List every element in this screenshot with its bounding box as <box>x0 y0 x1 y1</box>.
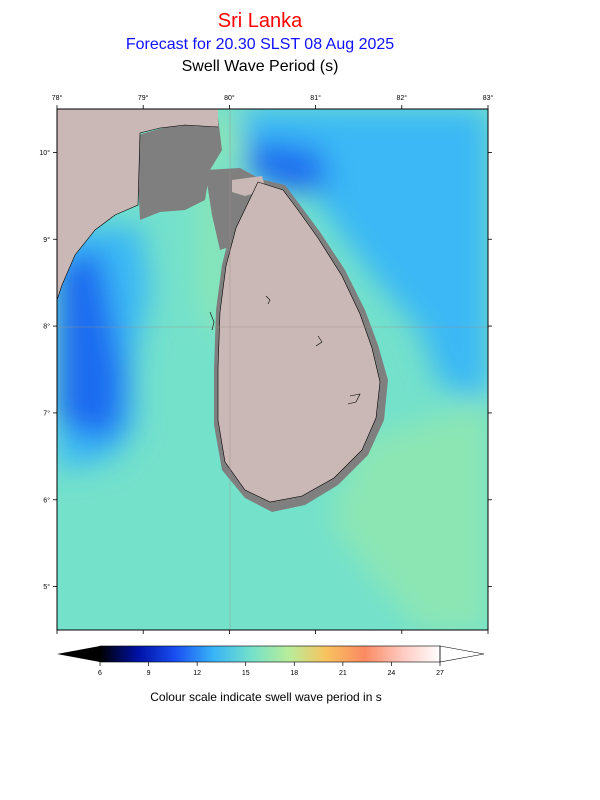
colorbar-tick-label: 15 <box>242 670 250 677</box>
lat-tick-label: 9° <box>43 236 50 244</box>
lon-tick-label: 82° <box>397 94 408 102</box>
reservoir-north <box>265 295 271 305</box>
colorbar-ticks: 6 9 12 15 18 21 24 27 <box>98 662 444 677</box>
india-coastline <box>57 124 219 301</box>
lon-tick-label: 83° <box>483 94 494 102</box>
colorbar-under-arrow <box>57 646 100 662</box>
jaffna-peninsula <box>232 176 266 196</box>
india-landmass <box>57 109 218 300</box>
lat-tick-label: 7° <box>43 409 50 417</box>
lat-tick-label: 6° <box>43 496 50 504</box>
lat-tick-label: 5° <box>43 583 50 591</box>
colorbar-gradient <box>100 646 440 662</box>
forecast-time: Forecast for 20.30 SLST 08 Aug 2025 <box>125 36 395 53</box>
swell-period-field <box>57 109 488 630</box>
colorbar-tick-label: 18 <box>290 670 298 677</box>
lon-tick-label: 80° <box>224 94 235 102</box>
shallow-shelf-india <box>138 118 222 220</box>
colorbar-tick-label: 27 <box>436 670 444 677</box>
coastline <box>217 181 381 503</box>
reservoir-east <box>347 393 361 405</box>
colorbar-frame <box>99 645 441 663</box>
lon-tick-label: 81° <box>310 94 321 102</box>
colorbar-tick-label: 9 <box>147 670 151 677</box>
lon-tick-label: 78° <box>52 94 63 102</box>
sri-lanka-landmass <box>218 182 380 502</box>
colorbar-tick-label: 24 <box>388 670 396 677</box>
colorbar-over-arrow <box>439 645 485 663</box>
map-frame <box>57 109 488 630</box>
map-region-title: Sri Lanka <box>217 10 303 32</box>
map-border <box>56 108 489 631</box>
axis-ticks: 78° 79° 80° 81° 82° 83° 10° 9° 8° 7° 6° 5° <box>39 94 493 634</box>
lagoon-west <box>209 311 215 331</box>
reservoir-central <box>315 335 323 347</box>
parameter-title: Swell Wave Period (s) <box>181 58 339 75</box>
lat-tick-label: 8° <box>43 323 50 331</box>
colorbar-caption: Colour scale indicate swell wave period … <box>150 690 382 704</box>
colorbar-tick-label: 21 <box>339 670 347 677</box>
lat-tick-label: 10° <box>39 149 50 157</box>
colorbar-tick-label: 12 <box>193 670 201 677</box>
lon-tick-label: 79° <box>138 94 149 102</box>
colorbar-tick-label: 6 <box>98 670 102 677</box>
colorbar: 6 9 12 15 18 21 24 27 <box>57 645 485 677</box>
